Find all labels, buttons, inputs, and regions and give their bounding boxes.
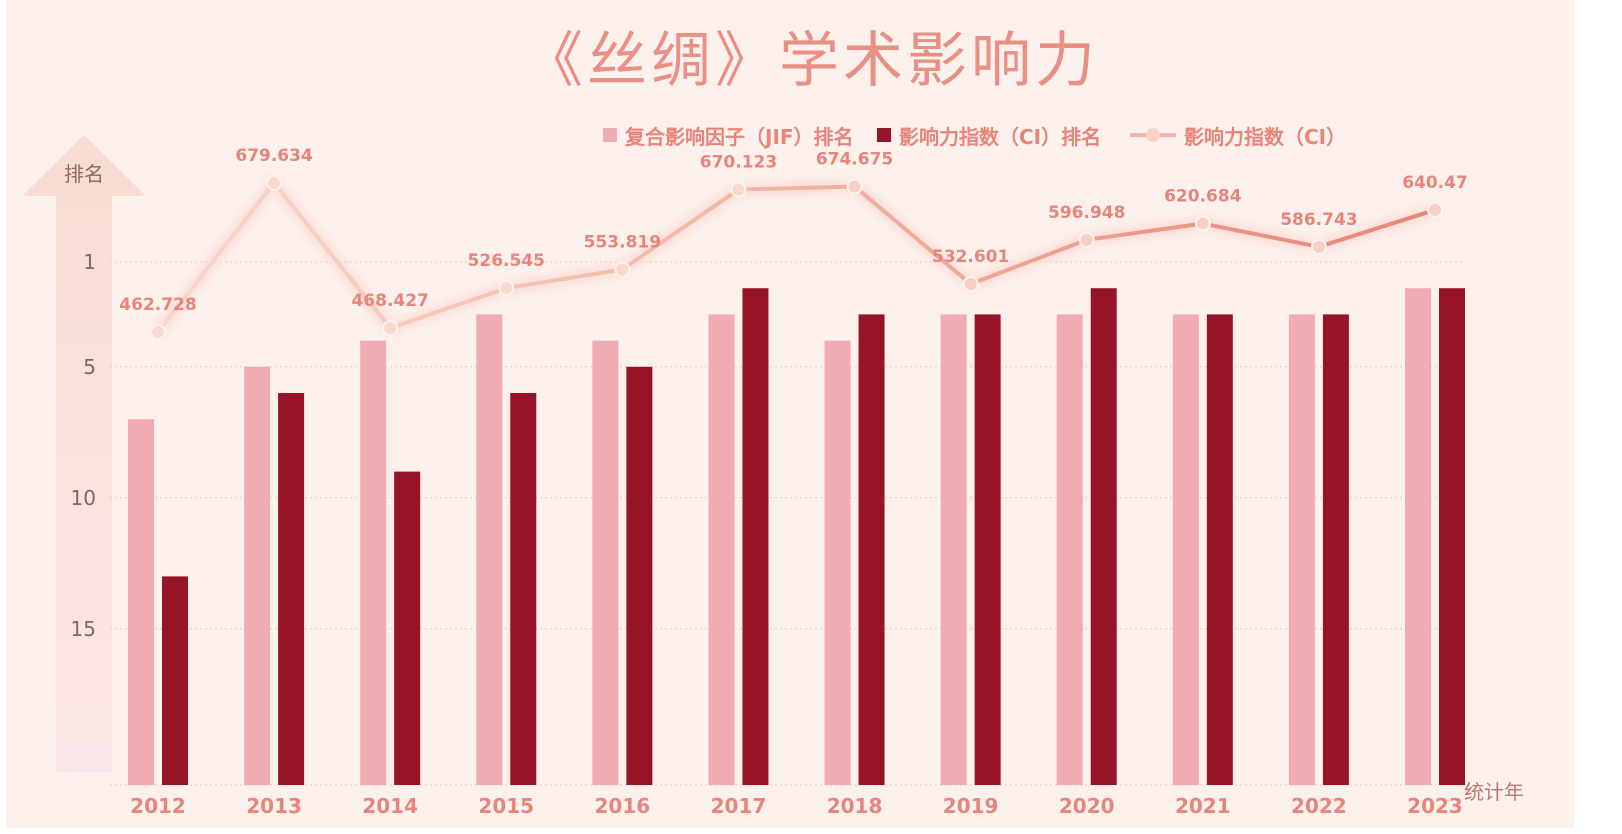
y-tick-label: 1 <box>83 250 96 274</box>
y-axis-label: 排名 <box>64 162 104 186</box>
x-tick-label: 2023 <box>1407 794 1463 818</box>
ci-data-label: 670.123 <box>700 153 777 173</box>
bar-ci-rank <box>394 471 421 785</box>
ci-point <box>962 276 979 293</box>
legend-label-ci-rank: 影响力指数（CI）排名 <box>899 124 1102 149</box>
ci-data-label: 532.601 <box>932 247 1009 267</box>
bar-ci-rank <box>858 314 885 785</box>
bar-jif-rank <box>1172 314 1199 785</box>
bars <box>128 288 1465 785</box>
ci-point <box>846 178 863 195</box>
ci-point <box>1078 231 1095 248</box>
ci-data-label: 640.47 <box>1402 173 1468 193</box>
x-tick-label: 2022 <box>1291 794 1347 818</box>
bar-ci-rank <box>974 314 1001 785</box>
ci-point <box>1310 238 1327 255</box>
chart-title: 《丝绸》学术影响力 <box>523 26 1099 96</box>
bar-ci-rank <box>510 393 537 785</box>
y-tick-label: 10 <box>71 486 96 510</box>
ci-line-path <box>156 181 1436 334</box>
ci-point <box>498 280 515 297</box>
bar-jif-rank <box>1405 288 1431 785</box>
ci-point <box>730 181 747 198</box>
ci-data-label: 586.743 <box>1280 210 1357 230</box>
bar-ci-rank <box>1439 288 1465 785</box>
bar-ci-rank <box>1206 314 1233 785</box>
x-tick-label: 2014 <box>362 794 418 818</box>
bar-jif-rank <box>1288 314 1315 785</box>
x-tick-label: 2013 <box>246 794 302 818</box>
bar-jif-rank <box>708 314 735 785</box>
x-tick-label: 2015 <box>478 794 534 818</box>
ci-point <box>1194 215 1211 232</box>
legend-label-ci: 影响力指数（CI） <box>1184 124 1347 149</box>
bar-jif-rank <box>244 366 271 785</box>
gridlines <box>110 261 1462 786</box>
bar-ci-rank <box>742 288 769 785</box>
ci-point <box>1427 201 1443 218</box>
ci-point <box>266 175 283 192</box>
bar-ci-rank <box>1322 314 1349 785</box>
bar-jif-rank <box>592 340 619 785</box>
x-tick-label: 2020 <box>1059 794 1115 818</box>
bar-jif-rank <box>128 419 154 785</box>
ci-data-label: 468.427 <box>351 291 428 311</box>
x-tick-label: 2021 <box>1175 794 1231 818</box>
legend-item-jif-rank: 复合影响因子（JIF）排名 <box>603 120 854 150</box>
rank-axis-arrow <box>22 135 146 772</box>
x-tick-label: 2016 <box>595 794 651 818</box>
ci-line-glow <box>152 171 1438 337</box>
ci-data-label: 553.819 <box>584 232 661 252</box>
legend-label-jif-rank: 复合影响因子（JIF）排名 <box>625 124 854 149</box>
ci-point <box>382 320 399 337</box>
legend-swatch-jif-rank <box>603 128 617 142</box>
ci-data-label: 620.684 <box>1164 187 1242 207</box>
ci-data-label: 679.634 <box>235 146 313 166</box>
x-tick-label: 2019 <box>943 794 999 818</box>
legend-item-ci: 影响力指数（CI） <box>1130 120 1346 150</box>
x-tick-label: 2017 <box>711 794 767 818</box>
legend-swatch-ci-rank <box>877 128 891 142</box>
bar-jif-rank <box>940 314 967 785</box>
bar-ci-rank <box>162 576 188 785</box>
legend-swatch-ci <box>1130 128 1176 142</box>
ci-data-label: 462.728 <box>119 295 196 315</box>
x-axis-label: 统计年 <box>1464 780 1524 804</box>
ci-data-label: 526.545 <box>468 251 545 271</box>
ci-point <box>614 261 631 278</box>
x-tick-label: 2012 <box>130 794 186 818</box>
y-tick-label: 5 <box>83 355 96 379</box>
bar-ci-rank <box>626 366 653 785</box>
bar-jif-rank <box>476 314 503 785</box>
x-tick-label: 2018 <box>827 794 883 818</box>
ci-data-label: 596.948 <box>1048 203 1125 223</box>
bar-jif-rank <box>360 340 387 785</box>
bar-ci-rank <box>278 393 305 785</box>
ci-line: 462.728 679.634 468.427 526.545 553.819 670.1… <box>119 146 1468 340</box>
y-tick-label: 15 <box>71 617 96 641</box>
bar-ci-rank <box>1090 288 1117 785</box>
x-axis-ticks: 2012 2013 2014 2015 2016 2017 2018 2019 2020 2021… <box>130 794 1463 818</box>
ci-data-label: 674.675 <box>816 149 893 169</box>
bar-jif-rank <box>824 340 851 785</box>
legend-item-ci-rank: 影响力指数（CI）排名 <box>877 120 1101 150</box>
bar-jif-rank <box>1056 314 1083 785</box>
ci-point <box>150 324 166 340</box>
